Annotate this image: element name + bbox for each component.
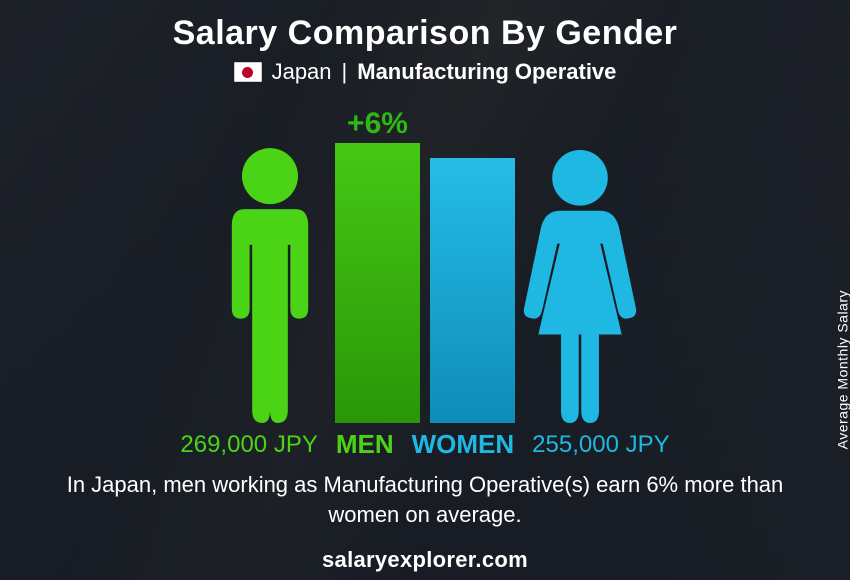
site-credit: salaryexplorer.com (0, 547, 850, 573)
japan-flag-icon (234, 62, 262, 82)
men-bar-wrap: +6% (335, 107, 420, 423)
labels-row: 269,000 JPY MEN WOMEN 255,000 JPY (0, 429, 850, 460)
country-label: Japan (272, 59, 332, 85)
man-icon (205, 143, 335, 423)
y-axis-label: Average Monthly Salary (834, 290, 850, 449)
separator: | (342, 59, 348, 85)
page-title: Salary Comparison By Gender (0, 0, 850, 53)
summary-text: In Japan, men working as Manufacturing O… (0, 470, 850, 529)
women-label: WOMEN (412, 429, 515, 460)
men-salary: 269,000 JPY (180, 431, 317, 459)
comparison-chart: +6% (0, 93, 850, 423)
women-bar-wrap (430, 158, 515, 423)
subtitle-row: Japan | Manufacturing Operative (0, 59, 850, 85)
woman-icon (515, 145, 645, 423)
men-bar (335, 143, 420, 423)
difference-label: +6% (347, 107, 408, 141)
women-salary: 255,000 JPY (532, 431, 669, 459)
women-bar (430, 158, 515, 423)
job-title: Manufacturing Operative (357, 59, 616, 85)
men-label: MEN (336, 429, 394, 460)
